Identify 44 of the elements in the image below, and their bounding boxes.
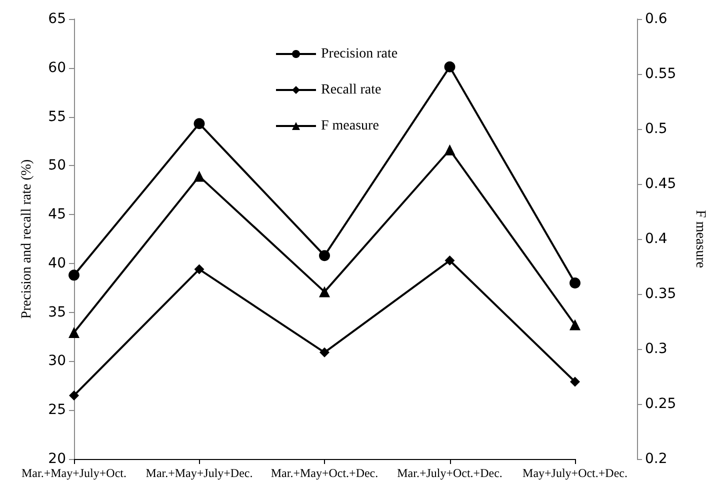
y2-tick-label: 0.35 [645,286,676,302]
x-tick-label: Mar.+July+Oct.+Dec. [397,466,502,480]
point [570,278,580,288]
y-tick-label: 60 [48,60,66,76]
x-tick-label: Mar.+May+Oct.+Dec. [270,466,378,480]
point [444,144,456,156]
y-tick-label: 65 [48,11,66,27]
point [194,170,205,182]
y2-axis-title: F measure [692,210,708,268]
legend-label: Recall rate [321,82,382,98]
y-tick-label: 40 [48,255,66,272]
point [319,286,330,298]
y-axis-title: Precision and recall rate (%) [20,158,34,319]
point [194,118,205,130]
y2-tick-label: 0.3 [645,341,668,357]
y-tick-label: 50 [48,158,66,174]
y2-tick-label: 0.2 [645,451,668,467]
y-tick-label: 45 [48,206,66,223]
point [68,327,80,338]
legend-label: Precision rate [321,46,398,62]
point [194,264,204,274]
legend-label: F measure [321,118,379,134]
x-tick-label: May+July+Oct.+Dec. [522,466,628,480]
x-tick-label: Mar.+May+July+Dec. [146,466,253,480]
y-tick-label: 55 [48,108,66,125]
y2-tick-label: 0.55 [645,66,676,82]
point [319,250,330,262]
y-tick-label: 25 [48,402,66,418]
point [570,376,580,387]
y-tick-label: 30 [48,353,66,370]
point [444,61,456,72]
point [68,270,80,281]
x-tick-label: Mar.+May+July+Oct. [22,466,126,480]
point [444,256,455,266]
y2-tick-label: 0.25 [645,396,676,412]
point [570,319,580,330]
y2-tick-label: 0.4 [645,231,668,247]
point [320,347,330,358]
y2-tick-label: 0.6 [645,11,668,27]
y-tick-label: 35 [48,304,66,320]
point [69,390,79,400]
y2-tick-label: 0.45 [645,176,676,192]
y-tick-label: 20 [48,451,66,467]
y2-tick-label: 0.5 [645,121,668,137]
